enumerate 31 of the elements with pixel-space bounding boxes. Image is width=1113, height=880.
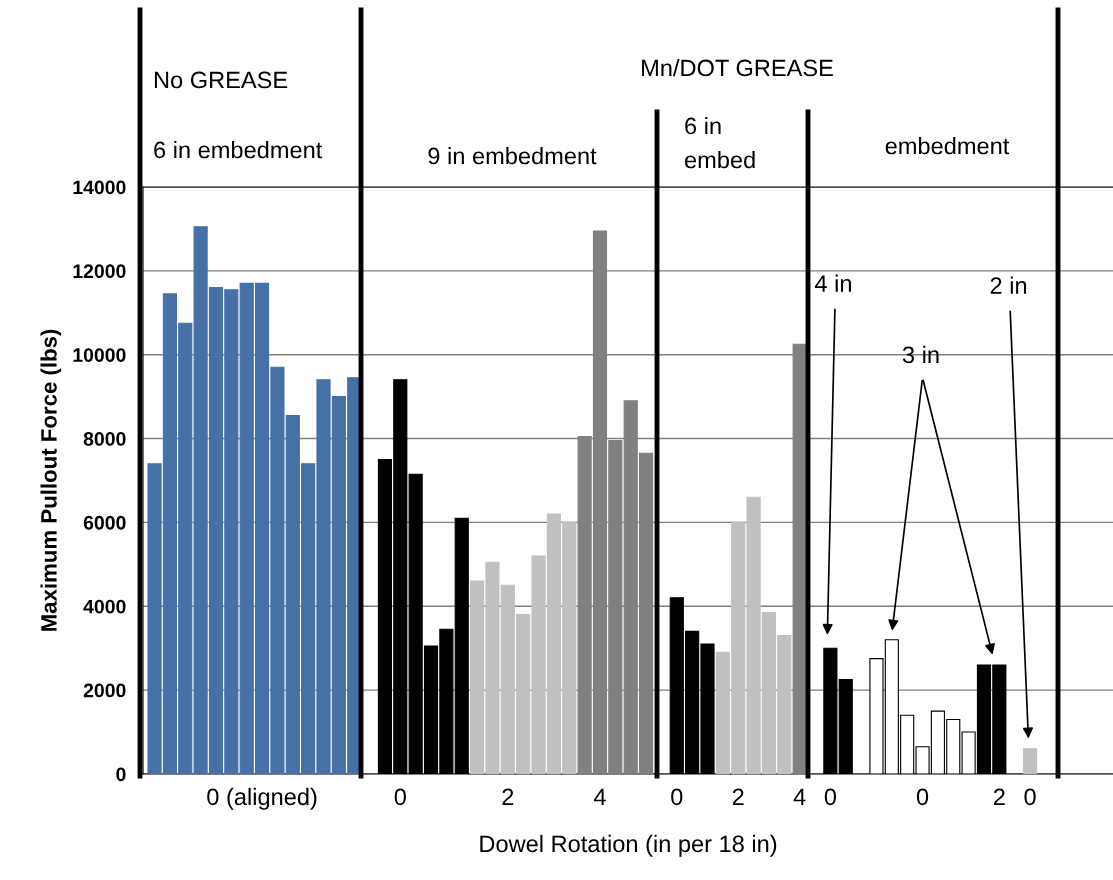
x-tick-label: 4	[793, 788, 806, 805]
x-tick-label: 0	[394, 788, 406, 806]
x-tick-label: 0 (aligned)	[207, 787, 317, 810]
text: 6 in embedment	[154, 141, 323, 159]
y-tick-label: 14000	[73, 180, 126, 195]
x-axis-title: Dowel Rotation (in per 18 in)	[480, 834, 777, 857]
annotation: 3 in	[902, 345, 939, 364]
y-tick-label: 0	[116, 767, 126, 782]
x-tick-label: 0	[1024, 788, 1036, 806]
x-tick-label: 4	[593, 788, 606, 805]
text: 6 in embed	[685, 117, 755, 169]
x-tick-label: 0	[916, 788, 929, 806]
x-tick-label: 0	[671, 788, 683, 806]
x-tick-label: 2	[502, 788, 514, 805]
text: 9 in embedment	[428, 147, 597, 165]
y-axis-title: Maximum Pullout Force (lbs)	[40, 329, 62, 631]
y-tick-label: 4000	[83, 599, 126, 614]
y-tick-label: 2000	[83, 683, 126, 698]
y-tick-label: 12000	[73, 264, 126, 279]
annotation: 2 in	[990, 276, 1027, 294]
y-tick-label: 10000	[73, 348, 126, 362]
text: No GREASE	[154, 71, 288, 89]
y-tick-label: 6000	[83, 515, 126, 530]
x-tick-label: 0	[824, 788, 837, 806]
x-tick-label: 2	[732, 788, 744, 805]
y-tick-label: 8000	[83, 432, 126, 446]
text: Mn/DOT GREASE	[642, 59, 833, 77]
x-tick-label: 2	[993, 788, 1005, 805]
annotation: 4 in	[814, 274, 851, 292]
bar	[1022, 748, 1038, 774]
text: embedment	[885, 137, 1010, 155]
